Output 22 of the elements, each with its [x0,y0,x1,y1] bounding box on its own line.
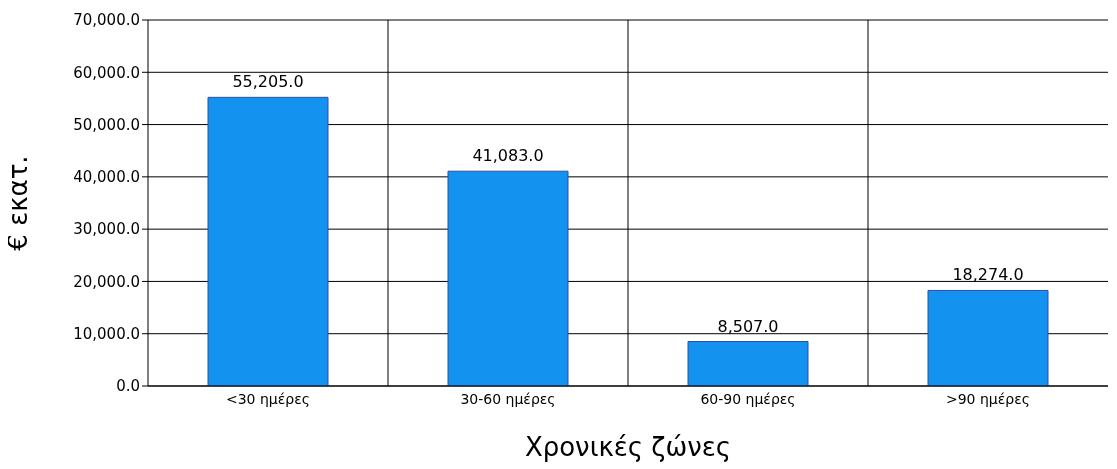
bar [207,96,329,386]
x-tick-label: 30-60 ημέρες [460,390,556,407]
data-label: 55,205.0 [232,72,304,92]
y-tick-label: 30,000.0 [73,220,140,239]
x-tick-label: >90 ημέρες [945,390,1031,407]
x-tick-label: <30 ημέρες [225,390,311,407]
data-label: 41,083.0 [472,146,544,166]
bar [927,289,1049,386]
data-label: 18,274.0 [952,265,1024,285]
y-tick-label: 0.0 [116,377,140,396]
y-tick-label: 60,000.0 [73,63,140,82]
y-tick-label: 10,000.0 [73,325,140,344]
y-axis-title: € εκατ. [3,155,34,251]
data-label: 8,507.0 [717,316,779,336]
y-tick-label: 40,000.0 [73,168,140,187]
x-tick-label: 60-90 ημέρες [700,390,796,407]
bar [687,341,809,386]
y-tick-label: 20,000.0 [73,272,140,291]
y-tick-label: 50,000.0 [73,115,140,134]
bar [447,170,569,386]
x-axis-title: Χρονικές ζώνες [524,432,732,462]
y-tick-label: 70,000.0 [73,11,140,30]
